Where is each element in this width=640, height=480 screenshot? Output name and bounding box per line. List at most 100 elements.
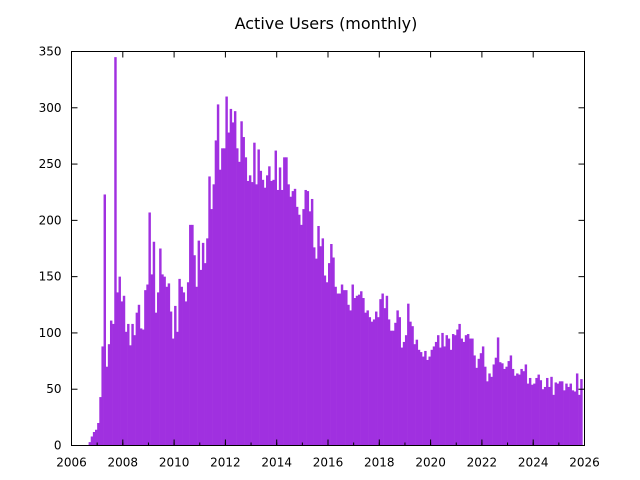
bar (109, 320, 113, 446)
bar (571, 390, 575, 446)
bar (550, 376, 553, 446)
bar (193, 255, 196, 446)
bar (385, 295, 389, 446)
bar (528, 377, 532, 446)
bar (97, 422, 100, 446)
bar (150, 274, 154, 446)
x-tick-label: 2010 (159, 456, 190, 470)
bar (370, 321, 374, 446)
bar (236, 148, 239, 446)
bar (169, 311, 173, 446)
bar (462, 341, 466, 446)
bar (353, 298, 357, 446)
bar (413, 344, 416, 446)
bar (291, 191, 295, 446)
bar (287, 184, 290, 446)
bar (152, 241, 156, 446)
bar (469, 338, 472, 446)
bar (268, 166, 271, 446)
bar (251, 182, 254, 446)
bar (543, 386, 547, 446)
bar (552, 394, 555, 446)
bar (477, 358, 481, 446)
bar (210, 209, 213, 446)
bar (90, 436, 94, 446)
bar (295, 206, 299, 446)
bar (511, 368, 515, 446)
bar (261, 179, 265, 446)
bar (120, 301, 124, 446)
bar (103, 194, 106, 446)
bar (197, 240, 201, 446)
bar (349, 310, 352, 446)
bar (437, 335, 440, 446)
bar (133, 335, 136, 446)
bar (567, 386, 570, 446)
y-tick-label: 150 (39, 270, 62, 284)
bar (176, 331, 179, 446)
bar (88, 442, 92, 446)
x-tick-label: 2024 (518, 456, 549, 470)
x-tick-label: 2012 (210, 456, 241, 470)
bar (464, 335, 468, 446)
bar (434, 341, 438, 446)
bar (466, 334, 470, 446)
bar (129, 345, 132, 446)
bar (238, 161, 241, 446)
bar (92, 431, 96, 446)
bar (496, 337, 500, 446)
bar (246, 180, 250, 446)
bar (139, 328, 143, 446)
bar (276, 189, 280, 446)
bar (398, 317, 401, 446)
bar (379, 299, 382, 446)
bar (293, 188, 297, 446)
bar (479, 353, 483, 446)
bar (161, 274, 164, 446)
bar (257, 149, 260, 446)
bar (426, 359, 429, 446)
bar (289, 196, 292, 446)
bar (499, 362, 502, 446)
bar (522, 371, 525, 446)
bar (244, 157, 248, 446)
bar (338, 293, 342, 446)
bar (392, 330, 395, 446)
y-tick-label: 0 (54, 439, 62, 453)
bar (451, 334, 455, 446)
bar (360, 291, 363, 446)
bar (347, 304, 350, 446)
bar (180, 286, 183, 446)
bar (394, 322, 397, 446)
bar (148, 212, 151, 446)
bar (546, 377, 549, 446)
bar (355, 295, 359, 446)
bar (310, 198, 314, 446)
y-tick-label: 350 (39, 45, 62, 59)
bar (428, 356, 431, 446)
bars-group (88, 57, 583, 446)
bar (417, 349, 421, 446)
bar (443, 346, 446, 446)
bar (569, 383, 572, 446)
bar (563, 390, 566, 446)
bar (372, 319, 376, 446)
bar (404, 335, 408, 446)
bar (432, 346, 436, 446)
bar (135, 312, 139, 446)
bar (330, 244, 333, 446)
bar (336, 293, 339, 446)
bar (124, 331, 128, 446)
bar (486, 381, 489, 446)
bar (340, 284, 344, 446)
bar (218, 169, 222, 446)
bar (357, 294, 361, 446)
bar (201, 242, 205, 446)
y-tick-label: 100 (39, 326, 62, 340)
bar (319, 246, 322, 446)
bar (334, 286, 337, 446)
bar (212, 184, 216, 446)
bar (255, 184, 258, 446)
y-tick-label: 300 (39, 101, 62, 115)
x-tick-label: 2026 (569, 456, 600, 470)
